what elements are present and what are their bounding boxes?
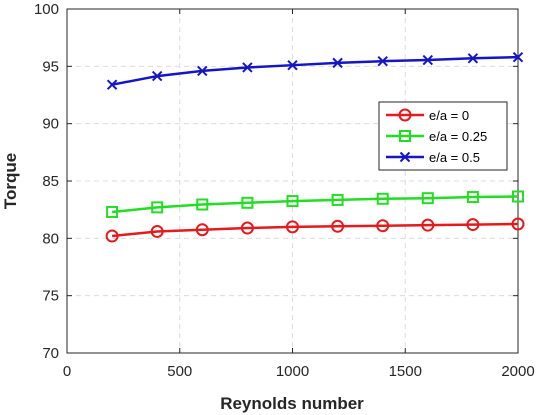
- x-marker-stroke: [399, 151, 411, 163]
- x-marker-stroke: [512, 51, 524, 63]
- y-tick-label: 100: [34, 1, 59, 18]
- data-point: [197, 65, 208, 77]
- x-marker-stroke: [197, 65, 208, 77]
- x-tick-label: 500: [167, 363, 192, 380]
- x-marker-stroke: [332, 57, 343, 69]
- data-point: [106, 79, 118, 90]
- x-axis-label: Reynolds number: [220, 394, 364, 413]
- y-tick-label: 95: [42, 58, 59, 75]
- data-point: [286, 195, 299, 208]
- x-marker-stroke: [467, 53, 479, 64]
- y-tick-label: 75: [42, 288, 59, 305]
- data-point: [332, 57, 343, 69]
- x-marker-stroke: [106, 79, 118, 90]
- data-point: [466, 191, 479, 204]
- data-point: [106, 205, 119, 218]
- legend-label: e/a = 0: [429, 108, 469, 123]
- data-point: [376, 219, 390, 233]
- data-point: [240, 221, 254, 235]
- legend-entry: e/a = 0.5: [386, 150, 480, 165]
- data-point: [242, 62, 253, 73]
- data-point: [331, 193, 344, 206]
- y-axis-label: Torque: [1, 153, 20, 209]
- x-tick-label: 2000: [501, 363, 534, 380]
- data-point: [376, 192, 389, 205]
- data-point: [421, 218, 435, 232]
- x-tick-label: 1000: [276, 363, 309, 380]
- x-tick-label: 0: [63, 363, 71, 380]
- x-marker-stroke: [377, 55, 388, 67]
- data-point: [512, 190, 524, 203]
- data-point: [196, 198, 209, 211]
- data-point: [512, 51, 524, 63]
- y-tick-label: 85: [42, 173, 59, 190]
- legend-entry: e/a = 0.25: [386, 129, 487, 144]
- data-point: [467, 53, 479, 64]
- x-marker-stroke: [422, 54, 434, 66]
- y-tick-label: 80: [42, 230, 59, 247]
- legend-marker: [399, 151, 411, 163]
- data-point: [286, 220, 299, 234]
- series-1: [105, 217, 525, 243]
- legend-label: e/a = 0.5: [429, 150, 480, 165]
- series-2: [106, 190, 524, 218]
- y-tick-label: 90: [42, 116, 59, 133]
- legend: e/a = 0 e/a = 0.25 e/a = 0.5: [378, 101, 508, 171]
- data-point: [151, 70, 163, 82]
- legend-label: e/a = 0.25: [429, 129, 487, 144]
- series-line: [111, 55, 519, 86]
- data-point: [241, 196, 254, 209]
- legend-marker: [399, 130, 411, 142]
- data-point: [195, 223, 209, 237]
- x-marker-stroke: [242, 62, 253, 73]
- grid-lines: [67, 9, 518, 353]
- data-point: [511, 217, 525, 231]
- x-marker-stroke: [287, 59, 298, 71]
- data-point: [287, 59, 298, 71]
- series-line: [111, 195, 519, 214]
- legend-entry: e/a = 0: [386, 108, 469, 123]
- data-point: [466, 218, 480, 232]
- data-point: [421, 192, 434, 205]
- legend-marker: [398, 108, 412, 122]
- data-point: [422, 54, 434, 66]
- data-point: [377, 55, 388, 67]
- axis-ticks: 0 500 1000 1500 2000 70 75 80 85 90 95 100: [34, 1, 535, 380]
- data-point: [150, 224, 164, 238]
- data-point: [105, 229, 119, 243]
- data-point: [151, 201, 164, 214]
- series-3: [106, 51, 524, 90]
- data-series: [105, 51, 525, 243]
- y-tick-label: 70: [42, 345, 59, 362]
- series-line: [111, 222, 519, 238]
- data-point: [331, 219, 345, 233]
- x-tick-label: 1500: [389, 363, 422, 380]
- x-marker-stroke: [151, 70, 163, 82]
